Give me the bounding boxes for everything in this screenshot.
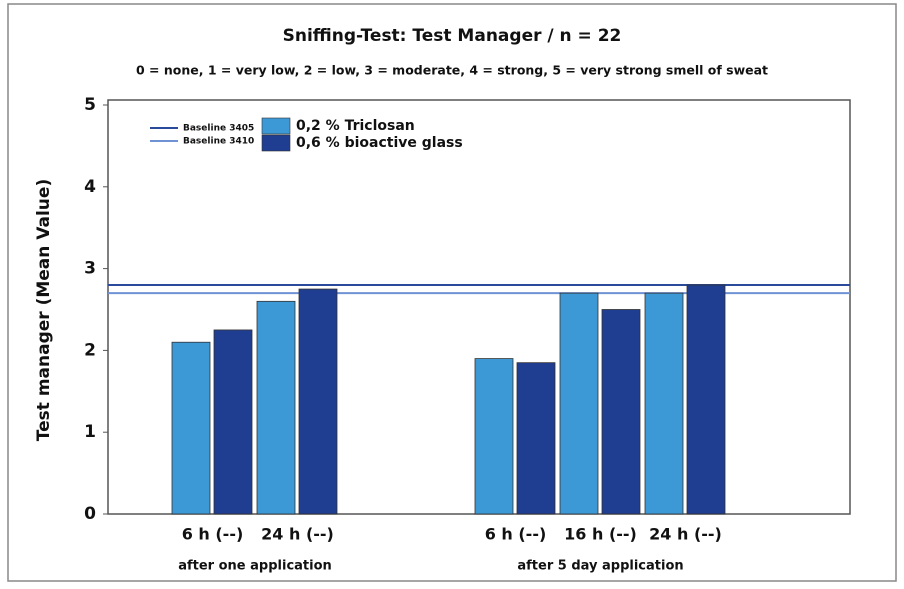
group-label: after one application — [178, 559, 332, 574]
y-tick-label: 5 — [84, 95, 96, 115]
legend-label: 0,2 % Triclosan — [296, 118, 415, 134]
y-tick-label: 4 — [84, 177, 96, 197]
x-tick-label: 16 h (--) — [564, 525, 637, 544]
bar — [516, 362, 556, 515]
x-tick-label: 24 h (--) — [261, 525, 334, 544]
bar — [298, 288, 338, 515]
y-tick-label: 1 — [84, 422, 96, 442]
bar — [686, 284, 726, 515]
y-tick-label: 0 — [84, 504, 96, 524]
legend-label: 0,6 % bioactive glass — [296, 135, 463, 151]
chart-subtitle: 0 = none, 1 = very low, 2 = low, 3 = mod… — [136, 63, 768, 78]
y-axis-label: Test manager (Mean Value) — [34, 179, 54, 441]
bar — [474, 358, 514, 515]
bar — [559, 292, 599, 515]
bar — [171, 341, 211, 515]
group-label: after 5 day application — [517, 559, 683, 574]
legend-swatch — [261, 117, 291, 135]
bar — [601, 309, 641, 515]
chart-title: Sniffing-Test: Test Manager / n = 22 — [283, 26, 622, 46]
x-tick-label: 24 h (--) — [649, 525, 722, 544]
y-tick-label: 2 — [84, 340, 96, 360]
x-tick-label: 6 h (--) — [182, 525, 244, 544]
bar — [644, 292, 684, 515]
legend-swatch — [261, 134, 291, 152]
x-tick-label: 6 h (--) — [485, 525, 547, 544]
y-tick-label: 3 — [84, 259, 96, 279]
bar — [256, 300, 296, 515]
legend-label: Baseline 3405 — [183, 124, 254, 134]
bar — [213, 329, 253, 515]
legend-label: Baseline 3410 — [183, 137, 254, 147]
